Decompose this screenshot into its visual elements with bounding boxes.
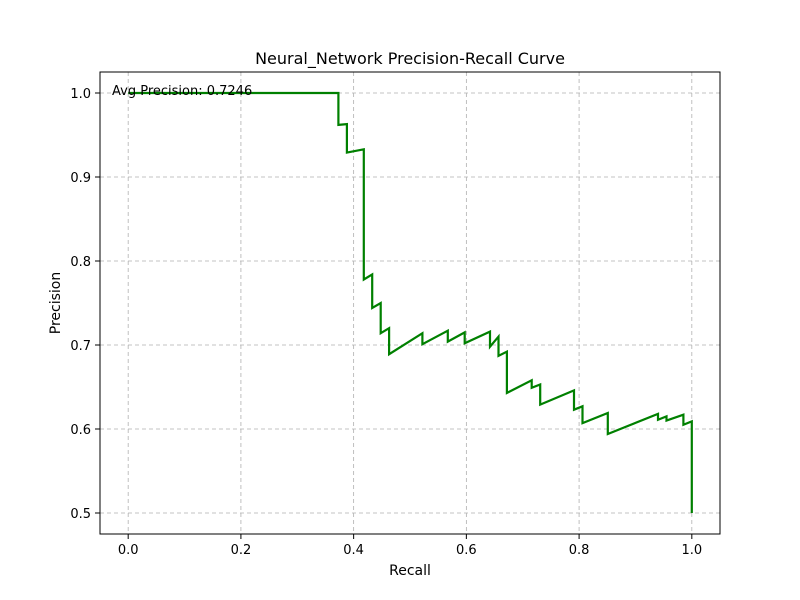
x-tick-label: 0.0 <box>118 543 139 558</box>
x-tick-label: 0.8 <box>569 543 590 558</box>
x-tick-label: 0.6 <box>456 543 477 558</box>
pr-curve-line <box>128 91 693 513</box>
x-axis-label: Recall <box>389 563 431 579</box>
x-tick-label: 0.4 <box>343 543 364 558</box>
y-tick-label: 0.7 <box>70 339 91 354</box>
y-tick-label: 1.0 <box>70 87 91 102</box>
y-tick-label: 0.6 <box>70 423 91 438</box>
y-tick-label: 0.5 <box>70 507 91 522</box>
plot-frame <box>99 71 721 535</box>
tick-layer: 0.0 0.2 0.4 0.6 0.8 1.0 0.5 0.6 0.7 0.8 0.9 1.0 <box>70 87 702 558</box>
y-tick-label: 0.9 <box>70 171 91 186</box>
avg-precision-annotation: Avg Precision: 0.7246 <box>112 84 252 99</box>
chart-title: Neural_Network Precision-Recall Curve <box>255 49 565 69</box>
y-axis-label: Precision <box>48 272 64 334</box>
y-tick-label: 0.8 <box>70 255 91 270</box>
grid-layer <box>100 72 720 534</box>
series-layer <box>128 91 693 513</box>
x-tick-label: 1.0 <box>681 543 702 558</box>
x-tick-label: 0.2 <box>231 543 252 558</box>
